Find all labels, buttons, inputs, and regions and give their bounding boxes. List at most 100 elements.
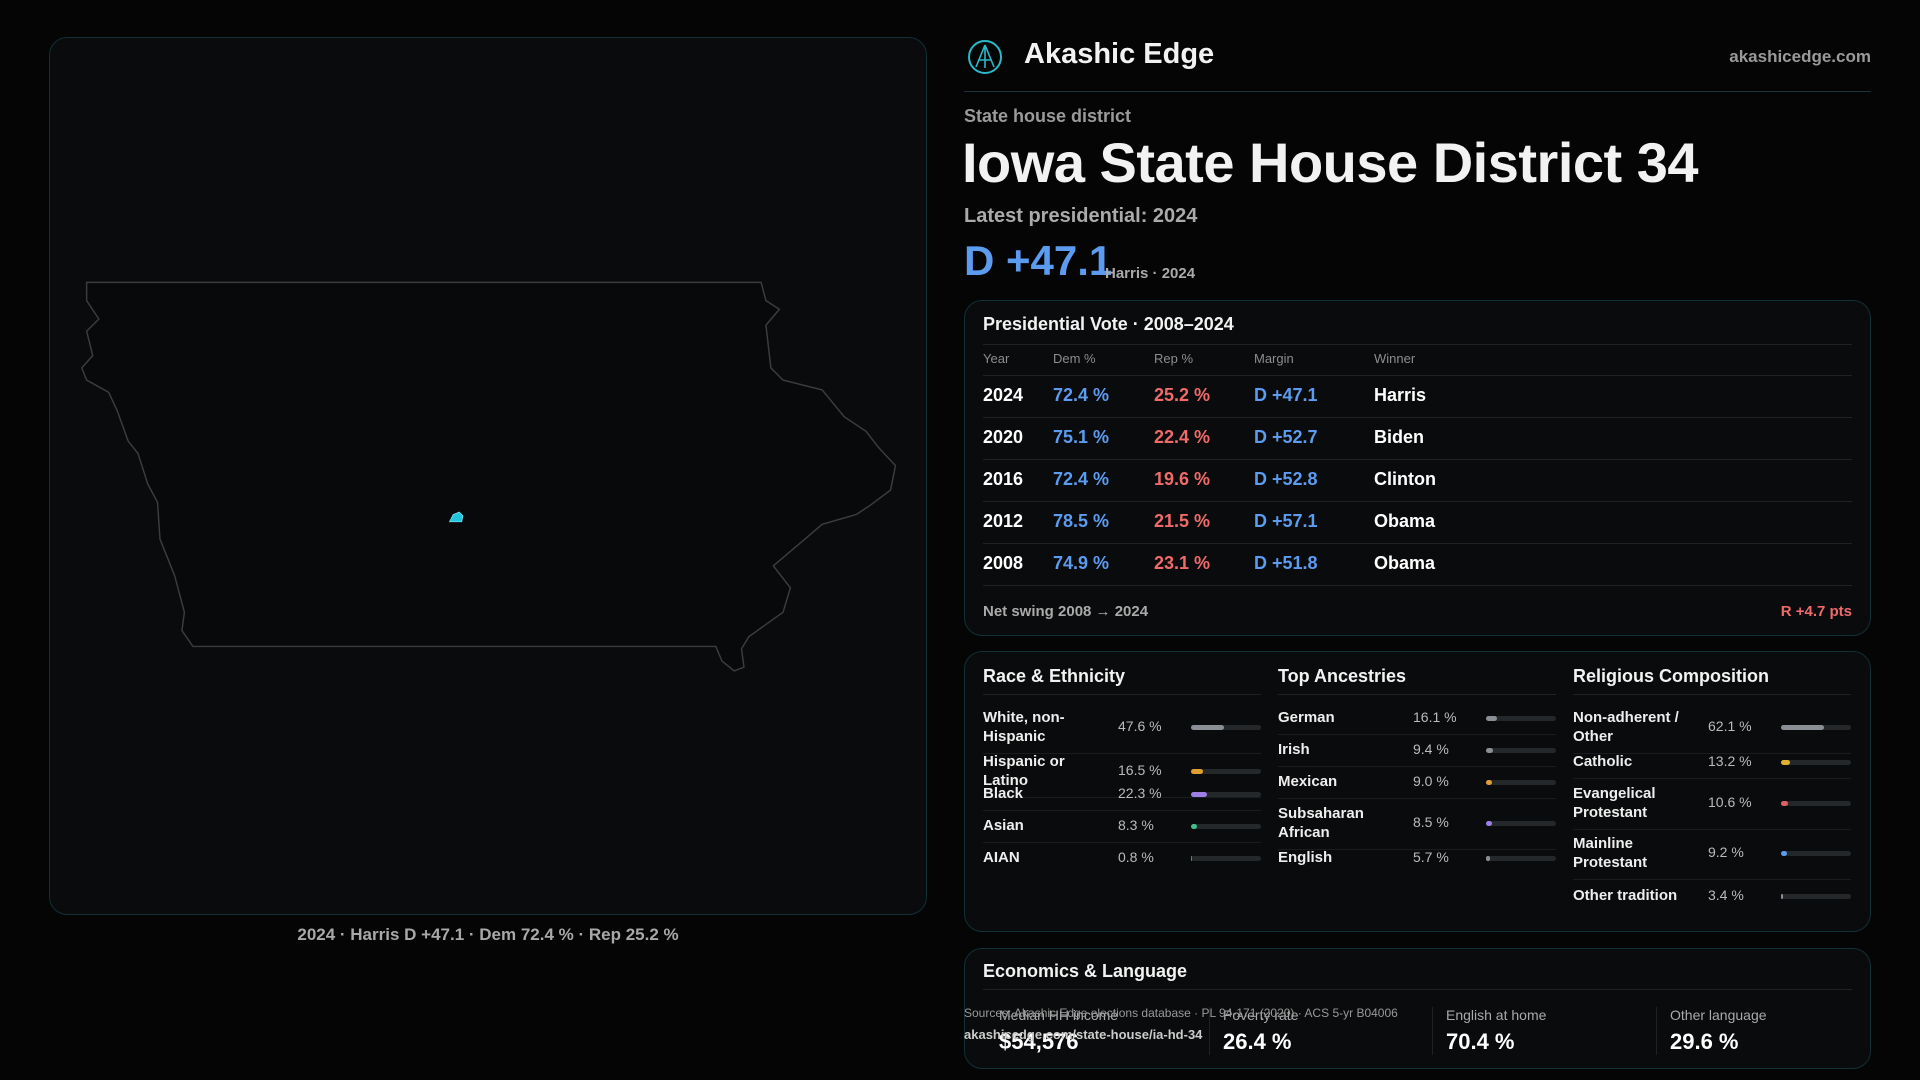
row-label: Asian — [983, 817, 1024, 834]
divider — [983, 344, 1852, 345]
margin-note: Harris · 2024 — [1105, 265, 1196, 282]
economics-panel: Economics & Language Median HH income $54… — [964, 948, 1871, 1069]
row-value: 62.1 % — [1708, 718, 1752, 734]
stat-value: 70.4 % — [1446, 1029, 1515, 1054]
row-value: 9.0 % — [1413, 772, 1449, 789]
table-cell: 72.4 % — [1053, 469, 1110, 489]
bar — [1486, 821, 1492, 826]
row-divider — [1573, 753, 1851, 754]
bar — [1191, 769, 1203, 774]
bar-track — [1191, 791, 1261, 797]
map-caption: 2024 · Harris D +47.1 · Dem 72.4 % · Rep… — [297, 925, 679, 944]
table-cell: 2020 — [983, 427, 1024, 447]
row-value: 8.5 % — [1413, 814, 1449, 830]
table-cell: 2016 — [983, 469, 1024, 489]
stat-value: $54,576 — [999, 1029, 1079, 1054]
state-outline — [80, 281, 897, 672]
divider — [1573, 694, 1851, 695]
bar-track — [1191, 769, 1261, 774]
stat-value: 29.6 % — [1670, 1029, 1739, 1054]
stat-label: Other language — [1670, 1007, 1767, 1023]
row-value: 16.1 % — [1413, 708, 1457, 725]
source-link[interactable]: akashicedge.com/state-house/ia-hd-34 — [964, 1027, 1203, 1042]
row-divider — [983, 417, 1852, 418]
stat-divider — [1432, 1007, 1433, 1055]
table-cell: Biden — [1374, 427, 1425, 447]
row-value: 16.5 % — [1118, 762, 1162, 778]
stat-divider — [1656, 1007, 1657, 1055]
row-label: Mexican — [1278, 773, 1338, 790]
district-shape[interactable] — [448, 511, 464, 523]
row-label: Hispanic or Latino — [983, 753, 1065, 789]
row-value: 5.7 % — [1413, 848, 1449, 865]
row-label: Irish — [1278, 741, 1310, 758]
kicker: State house district — [964, 106, 1132, 126]
row-value: 13.2 % — [1708, 752, 1752, 769]
bar — [1191, 823, 1197, 829]
bar — [1486, 747, 1493, 753]
column-header: Winner — [1374, 351, 1416, 366]
stat-value: 26.4 % — [1223, 1029, 1292, 1054]
table-cell: Obama — [1374, 511, 1436, 531]
panel-title: Economics & Language — [983, 961, 1188, 981]
row-divider — [1573, 879, 1851, 880]
row-label: English — [1278, 849, 1333, 866]
brand-name: Akashic Edge — [1024, 38, 1215, 70]
brand-url[interactable]: akashicedge.com — [1729, 47, 1871, 66]
bar — [1781, 725, 1825, 730]
table-cell: 21.5 % — [1154, 511, 1211, 531]
swing-value: R +4.7 pts — [1780, 603, 1852, 620]
bar-track — [1486, 855, 1556, 861]
presidential-panel: Presidential Vote · 2008–2024 Net swing … — [964, 300, 1871, 636]
row-divider — [1278, 766, 1556, 767]
table-cell: Clinton — [1374, 469, 1436, 489]
table-cell: D +51.8 — [1254, 553, 1318, 573]
bar — [1191, 725, 1225, 730]
table-cell: 2008 — [983, 553, 1024, 573]
row-value: 47.6 % — [1118, 718, 1162, 734]
row-divider — [1573, 778, 1851, 779]
demographics-panel: Race & Ethnicity White, non-Hispanic 47.6 … — [964, 651, 1871, 932]
bar — [1781, 801, 1789, 806]
table-cell: 2012 — [983, 511, 1024, 531]
table-cell: 75.1 % — [1053, 427, 1110, 447]
column-header: Margin — [1254, 351, 1294, 366]
table-cell: Harris — [1374, 385, 1427, 405]
bar — [1486, 855, 1490, 861]
section-title: Race & Ethnicity — [983, 666, 1126, 686]
row-divider — [983, 459, 1852, 460]
table-cell: 2024 — [983, 385, 1024, 405]
stat-label: Median HH income — [999, 1007, 1119, 1023]
table-cell: 78.5 % — [1053, 511, 1110, 531]
divider — [983, 375, 1852, 376]
stat-label: Poverty rate — [1223, 1007, 1299, 1023]
row-divider — [1278, 849, 1556, 850]
row-value: 3.4 % — [1708, 886, 1744, 903]
table-cell: D +52.8 — [1254, 469, 1318, 489]
row-value: 10.6 % — [1708, 794, 1752, 810]
divider — [1278, 694, 1556, 695]
row-divider — [983, 753, 1261, 754]
stat-label: English at home — [1446, 1007, 1547, 1023]
bar-track — [1781, 851, 1851, 856]
stat-divider — [1209, 1007, 1210, 1055]
row-divider — [983, 585, 1852, 586]
divider — [983, 989, 1852, 990]
bar — [1781, 851, 1788, 856]
table-cell: 22.4 % — [1154, 427, 1211, 447]
row-label: White, non-Hispanic — [983, 709, 1065, 745]
table-cell: 25.2 % — [1154, 385, 1211, 405]
row-label: Subsaharan African — [1278, 805, 1364, 841]
logo — [968, 40, 1002, 74]
row-label: AIAN — [983, 849, 1020, 866]
bar — [1781, 893, 1784, 899]
swing-label: Net swing 2008 → 2024 — [983, 603, 1149, 620]
row-divider — [983, 842, 1261, 843]
bar-track — [1486, 747, 1556, 753]
bar-track — [1781, 759, 1851, 765]
bar — [1486, 779, 1493, 785]
row-value: 22.3 % — [1118, 784, 1162, 801]
row-value: 9.2 % — [1708, 844, 1744, 860]
